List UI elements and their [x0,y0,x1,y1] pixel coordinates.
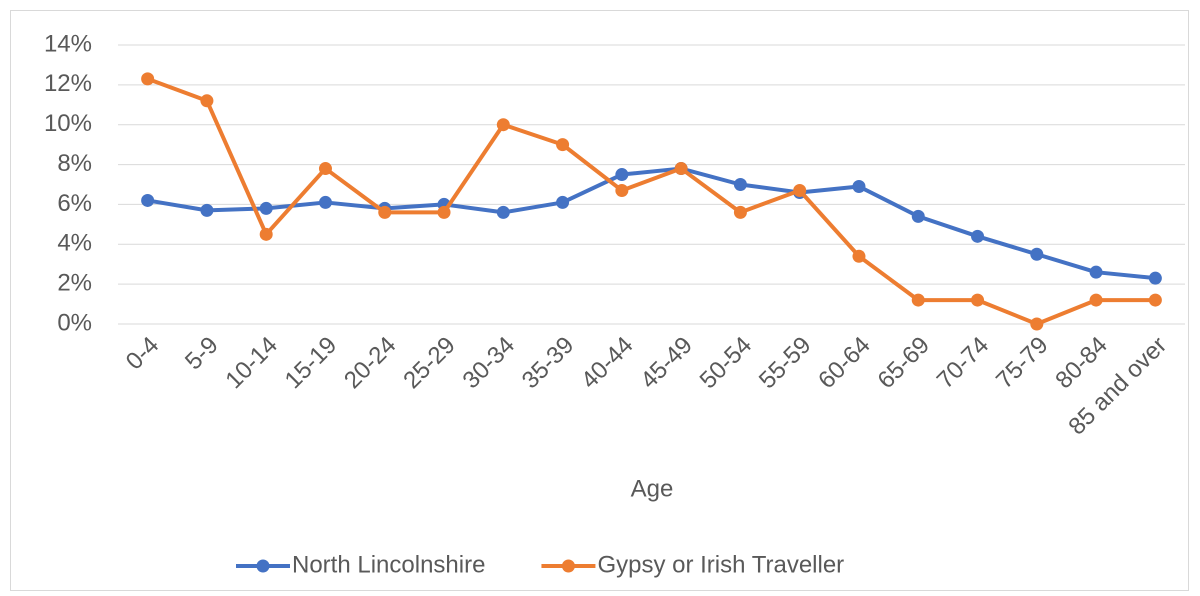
point [437,205,451,219]
point [793,183,807,197]
point [496,205,510,219]
legend-marker [256,559,270,573]
legend-label: Gypsy or Irish Traveller [597,551,844,578]
point [200,94,214,108]
point [674,162,688,176]
point [733,205,747,219]
point [556,195,570,209]
point [318,195,332,209]
point [911,209,925,223]
point [733,178,747,191]
y-tick-label: 10% [44,110,92,137]
point [971,229,985,243]
y-tick-label: 2% [57,269,92,296]
point [1089,265,1103,279]
point [1089,293,1103,307]
point [852,249,866,263]
point [615,168,629,182]
point [852,179,866,193]
point [556,138,570,152]
chart-border [10,10,1189,591]
point [615,183,629,197]
y-tick-label: 12% [44,70,92,97]
point [259,227,273,241]
point [318,162,332,176]
point [1030,317,1044,331]
point [200,203,214,217]
legend-marker [561,559,575,573]
point [911,293,925,307]
series-line [147,166,1156,281]
legend-label: North Lincolnshire [292,551,485,578]
y-tick-label: 0% [57,309,92,336]
point [141,193,155,207]
point [259,201,273,215]
x-axis-title: Age [631,475,674,502]
point [378,205,392,219]
point [1148,271,1162,285]
point [496,118,510,132]
y-tick-label: 8% [57,150,92,177]
point [971,293,985,307]
y-tick-label: 14% [44,30,92,57]
y-tick-label: 6% [57,190,92,217]
point [1030,247,1044,261]
point [1148,293,1162,307]
y-tick-label: 4% [57,230,92,257]
series-line [146,77,1156,326]
point [141,72,155,86]
